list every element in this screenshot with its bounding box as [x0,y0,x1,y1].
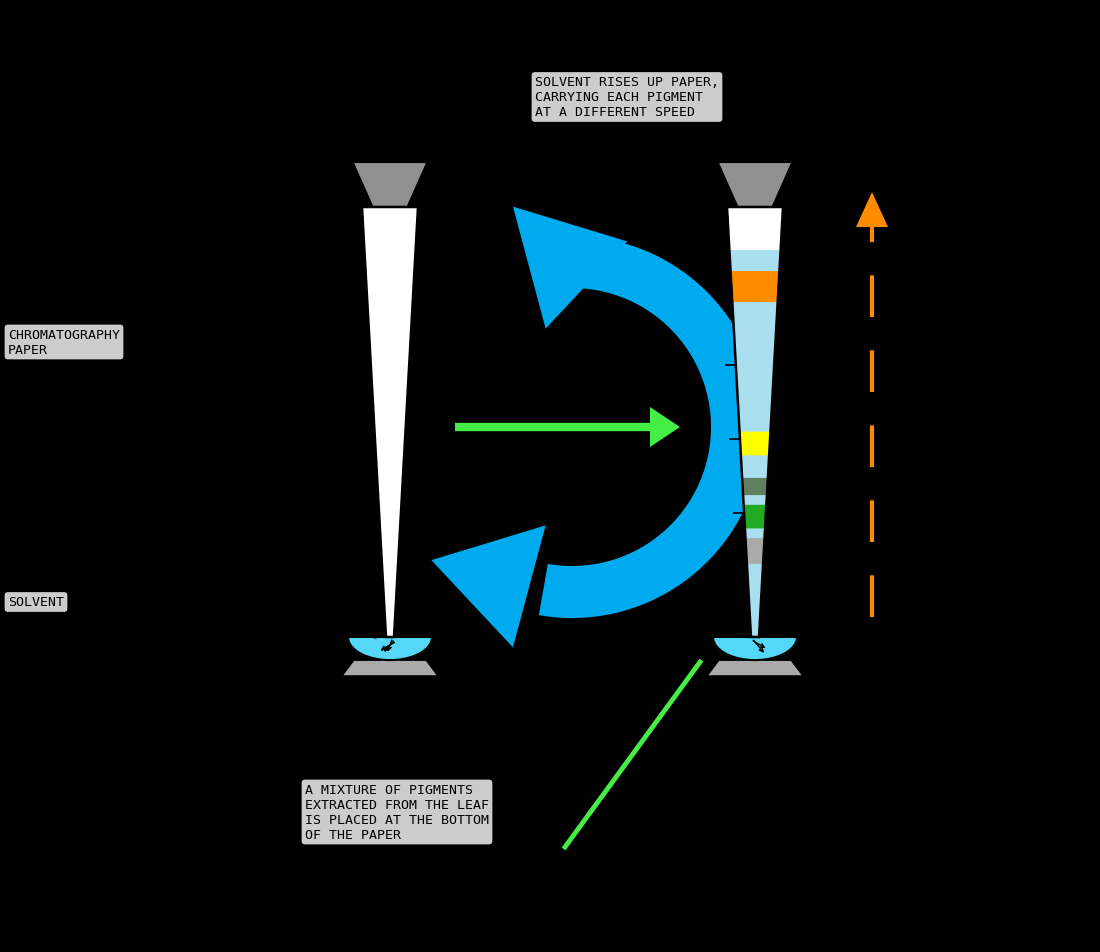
Polygon shape [342,661,438,676]
Polygon shape [746,539,764,565]
Text: CHROMATOGRAPHY
PAPER: CHROMATOGRAPHY PAPER [8,328,120,357]
Polygon shape [713,637,798,661]
Polygon shape [744,506,767,529]
Polygon shape [431,526,546,647]
Polygon shape [539,237,763,619]
Polygon shape [362,208,418,637]
Polygon shape [706,661,803,676]
Polygon shape [513,208,627,329]
Polygon shape [730,271,780,303]
Polygon shape [352,163,428,208]
Text: SOLVENT: SOLVENT [8,596,64,609]
Polygon shape [717,163,792,208]
Text: A MIXTURE OF PIGMENTS
EXTRACTED FROM THE LEAF
IS PLACED AT THE BOTTOM
OF THE PAP: A MIXTURE OF PIGMENTS EXTRACTED FROM THE… [305,783,490,842]
Polygon shape [856,193,888,228]
Text: SOLVENT RISES UP PAPER,
CARRYING EACH PIGMENT
AT A DIFFERENT SPEED: SOLVENT RISES UP PAPER, CARRYING EACH PI… [535,76,719,119]
Polygon shape [650,407,680,447]
Polygon shape [348,637,432,661]
Polygon shape [742,479,768,496]
Polygon shape [727,208,783,637]
Polygon shape [739,432,770,456]
Polygon shape [727,208,783,250]
Polygon shape [381,237,751,619]
